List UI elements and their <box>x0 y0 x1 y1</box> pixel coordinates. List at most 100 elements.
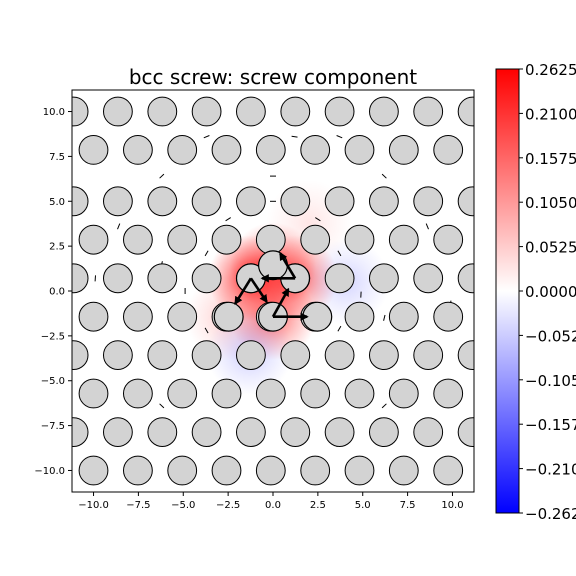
atom <box>122 224 153 255</box>
x-tick-label: −5.0 <box>171 500 195 511</box>
y-axis: −10.0 −7.5 −5.0 −2.5 0.0 2.5 5.0 7.5 10.0 <box>34 107 72 477</box>
atom <box>255 135 286 165</box>
chart-title: bcc screw: screw component <box>129 65 417 89</box>
core-atom <box>213 301 244 332</box>
atom <box>413 263 444 294</box>
atom <box>147 186 178 217</box>
atom <box>72 417 89 447</box>
atom <box>369 263 399 294</box>
y-tick-label: −5.0 <box>41 376 65 387</box>
atom <box>191 340 222 371</box>
atom <box>103 186 133 217</box>
atom <box>433 301 464 332</box>
atom <box>255 455 286 486</box>
atom <box>167 301 198 332</box>
atom <box>388 135 419 165</box>
atom <box>191 96 222 127</box>
atom <box>369 340 399 371</box>
atom <box>457 96 474 127</box>
displacement-tick <box>204 250 209 257</box>
atom <box>191 417 222 448</box>
core-arrow <box>279 251 297 279</box>
atom <box>103 263 133 294</box>
core-atom <box>302 301 333 332</box>
atom <box>388 224 419 255</box>
atom <box>72 263 89 294</box>
atom <box>457 417 474 447</box>
atom <box>324 96 355 127</box>
y-tick-label: 5.0 <box>49 197 65 208</box>
atom <box>324 417 355 448</box>
colorbar-tick-label: 0.2100 <box>525 105 576 123</box>
atom <box>211 378 242 409</box>
core-arrow <box>271 287 290 318</box>
atom <box>122 455 153 486</box>
displacement-tick <box>204 327 209 334</box>
x-axis: −10.0 −7.5 −5.0 −2.5 0.0 2.5 5.0 7.5 10.0 <box>78 492 464 511</box>
atom <box>324 340 355 371</box>
displacement-tick <box>225 217 231 222</box>
atom <box>388 301 419 332</box>
atom <box>236 417 266 448</box>
atom <box>413 186 444 217</box>
atom <box>413 96 444 127</box>
atom <box>167 455 198 486</box>
atom <box>300 224 331 255</box>
atom <box>300 135 331 165</box>
atom <box>280 340 311 371</box>
colorbar-tick-label: −0.1050 <box>525 372 576 390</box>
atom <box>78 135 109 165</box>
atom <box>388 378 419 409</box>
x-tick-label: −10.0 <box>78 500 109 511</box>
colorbar <box>495 68 520 514</box>
x-tick-label: 10.0 <box>441 500 463 511</box>
displacement-tick <box>381 403 387 409</box>
atom <box>78 224 109 255</box>
atom <box>122 135 153 165</box>
displacement-tick <box>337 325 342 332</box>
x-tick-label: 5.0 <box>355 500 371 511</box>
core-atom <box>258 250 289 281</box>
atom <box>433 455 464 486</box>
atom <box>103 417 133 448</box>
atom <box>167 378 198 409</box>
y-tick-label: −7.5 <box>41 421 65 432</box>
displacement-tick <box>291 135 298 138</box>
displacement-tick <box>337 250 342 257</box>
y-tick-label: −2.5 <box>41 331 65 342</box>
atom <box>78 455 109 486</box>
displacement-tick <box>203 135 210 139</box>
y-tick-label: 0.0 <box>49 287 65 298</box>
x-tick-label: −7.5 <box>126 500 150 511</box>
x-tick-label: −2.5 <box>216 500 240 511</box>
atom <box>433 378 464 409</box>
atom <box>72 186 89 217</box>
colorbar-tick-label: 0.1050 <box>525 194 576 212</box>
atom <box>103 96 133 127</box>
atom <box>324 263 355 294</box>
atom <box>72 96 89 127</box>
displacement-tick <box>159 173 165 179</box>
atom <box>300 378 331 409</box>
atom <box>211 135 242 165</box>
atom-layer <box>72 96 474 486</box>
atom <box>147 96 178 127</box>
y-tick-label: 10.0 <box>43 107 65 118</box>
displacement-tick <box>117 223 121 230</box>
atom <box>255 224 286 255</box>
colorbar-tick-label: 0.1575 <box>525 150 576 168</box>
atom <box>147 263 178 294</box>
colorbar-tick-label: 0.2625 <box>525 61 576 79</box>
atom <box>236 186 266 217</box>
atom <box>167 224 198 255</box>
displacement-tick <box>425 223 429 230</box>
atom <box>236 96 266 127</box>
y-tick-label: −10.0 <box>34 466 65 477</box>
atom <box>433 135 464 165</box>
atom <box>369 186 399 217</box>
y-tick-label: 2.5 <box>49 242 65 253</box>
colorbar-axis: 0.2625 0.2100 0.1575 0.1050 0.0525 0.0000 −0.0… <box>519 61 576 523</box>
atom <box>147 340 178 371</box>
core-arrows <box>234 251 309 321</box>
atom <box>457 186 474 217</box>
